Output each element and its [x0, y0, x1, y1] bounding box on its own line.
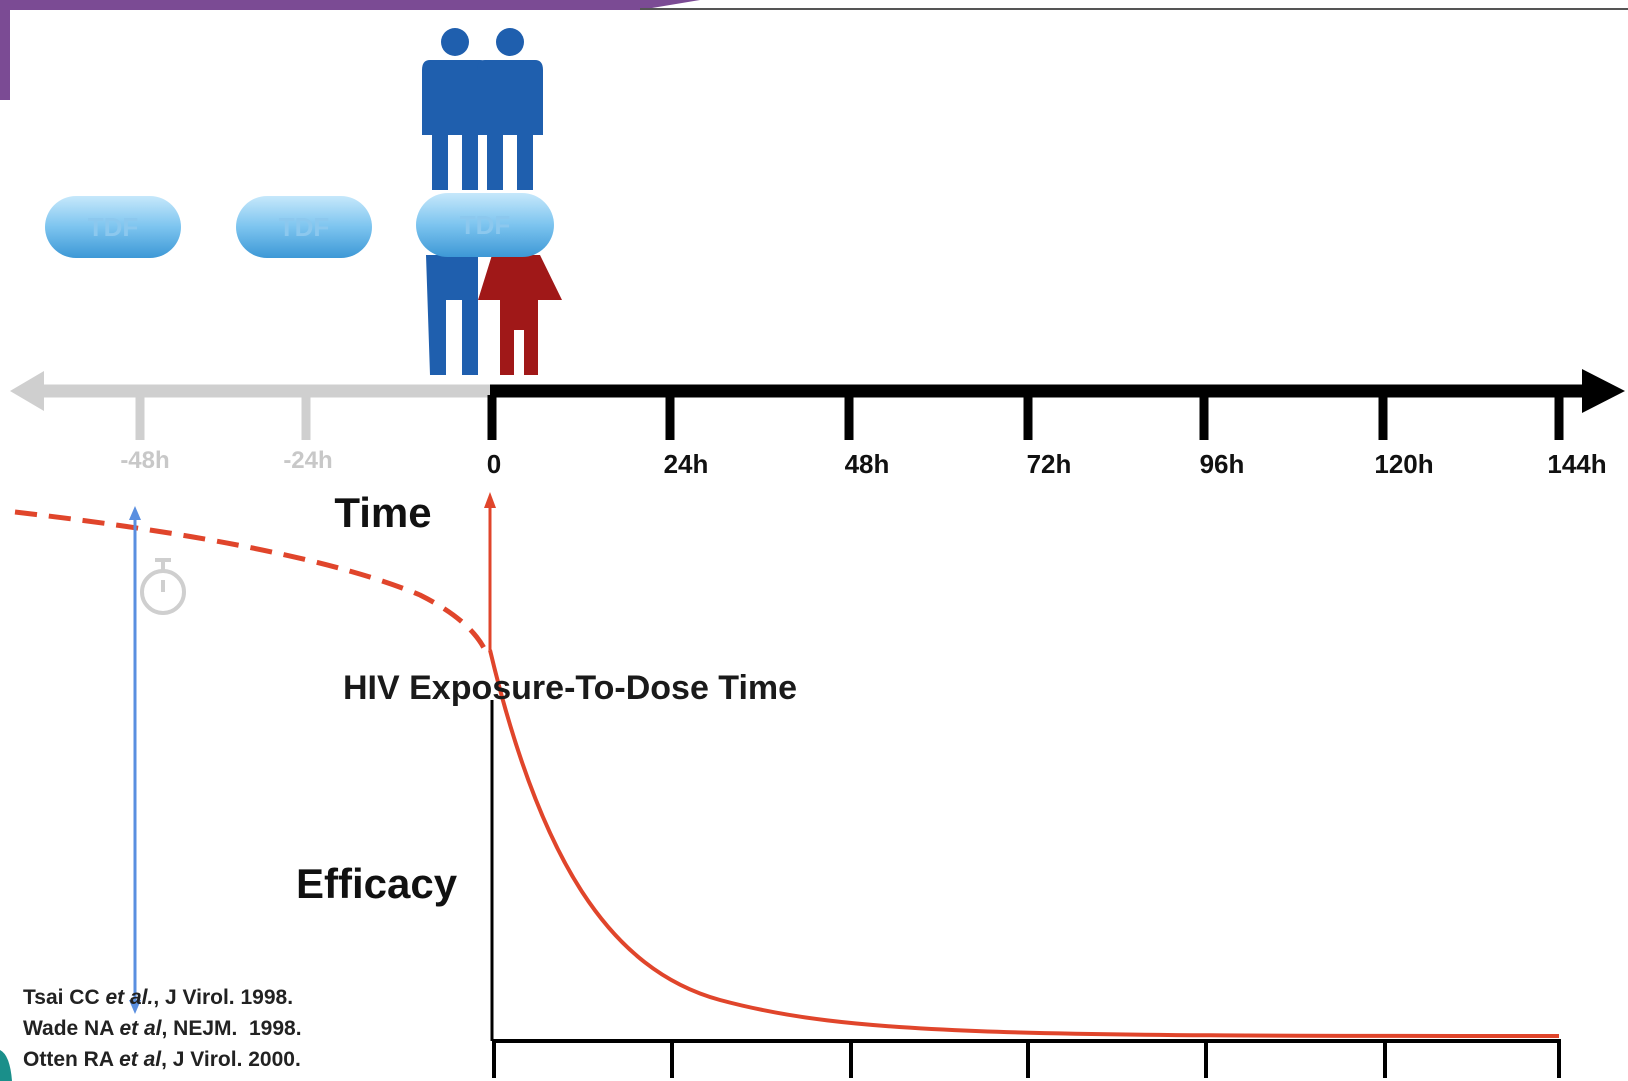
pill	[45, 196, 181, 258]
future-tick-marks	[487, 395, 1564, 440]
woman-icon	[478, 255, 562, 375]
tick-label: 72h	[1027, 449, 1072, 479]
exposure-arrowhead	[484, 492, 496, 508]
future-arrow	[1582, 369, 1625, 413]
past-tick-label: -24h	[283, 447, 332, 474]
efficacy-curve	[488, 649, 1560, 1038]
pill-label: TDF	[460, 210, 511, 240]
reference: Tsai CC et al., J Virol. 1998.	[23, 986, 293, 1009]
men-icons	[422, 28, 543, 375]
corner-accent	[0, 1050, 12, 1081]
time-label: Time	[334, 489, 431, 536]
past-arrow	[10, 371, 44, 411]
past-tick-label: -48h	[120, 447, 169, 474]
curve-label: HIV Exposure-To-Dose Time	[343, 669, 797, 707]
pill-label: TDF	[279, 212, 330, 242]
pill	[416, 193, 554, 257]
tick-label: 24h	[664, 449, 709, 479]
pills: TDF TDF	[45, 196, 372, 258]
pill	[236, 196, 372, 258]
past-tick-marks	[135, 395, 311, 440]
tick-label: 0	[487, 449, 501, 479]
tick-label: 120h	[1374, 449, 1433, 479]
tick-label: 48h	[845, 449, 890, 479]
tick-label: 96h	[1200, 449, 1245, 479]
bottom-ticks	[492, 1041, 1561, 1078]
pill-label: TDF	[88, 212, 139, 242]
pre-dose-curve	[14, 509, 488, 652]
tick-label: 144h	[1547, 449, 1606, 479]
stopwatch	[140, 558, 186, 615]
reference: Otten RA et al, J Virol. 2000.	[23, 1048, 301, 1071]
frame-accent	[0, 0, 700, 100]
efficacy-label: Efficacy	[296, 860, 458, 907]
reference: Wade NA et al, NEJM. 1998.	[23, 1017, 302, 1040]
